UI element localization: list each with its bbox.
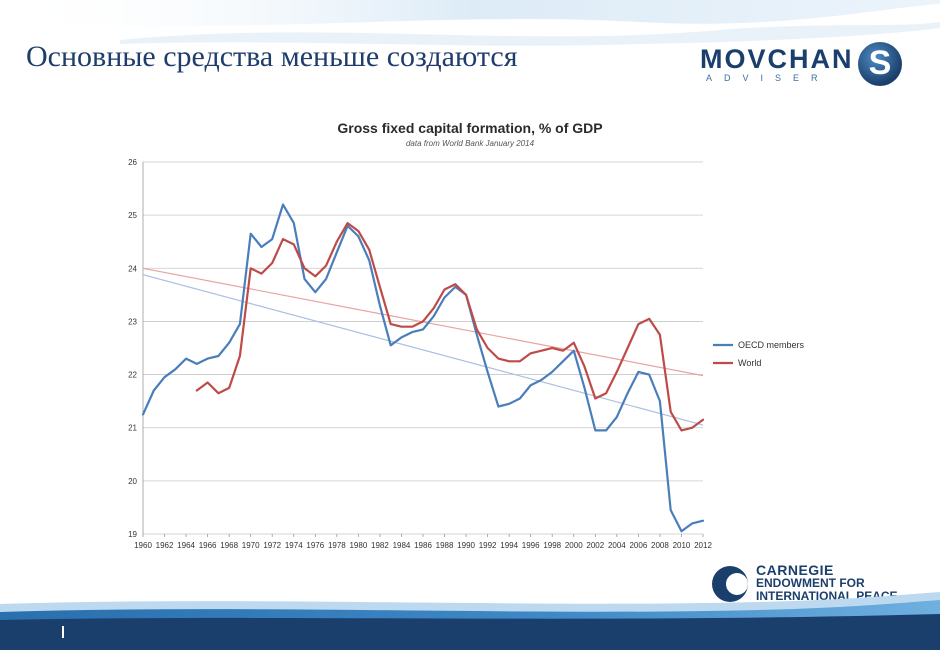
x-tick-label: 1976 [306,541,324,550]
y-tick-label: 23 [128,317,137,326]
y-tick-label: 21 [128,424,137,433]
x-tick-label: 1984 [393,541,411,550]
x-tick-label: 1992 [479,541,497,550]
x-tick-label: 1960 [134,541,152,550]
x-tick-label: 1998 [543,541,561,550]
series-line-oecd [141,203,705,533]
x-tick-label: 2008 [651,541,669,550]
y-tick-label: 24 [128,264,137,273]
y-tick-label: 26 [128,158,137,167]
y-tick-label: 25 [128,211,137,220]
logo-badge-letter: S [868,44,892,82]
x-tick-label: 1970 [242,541,260,550]
x-tick-label: 1978 [328,541,346,550]
logo-badge-icon: S [858,42,902,86]
x-tick-label: 1964 [177,541,195,550]
chart-gridlines [142,161,703,535]
x-tick-label: 1990 [457,541,475,550]
x-tick-label: 1966 [199,541,217,550]
x-tick-label: 1974 [285,541,303,550]
x-tick-label: 1968 [220,541,238,550]
x-tick-label: 2002 [586,541,604,550]
chart-legend: OECD members World [713,340,805,368]
chart-subtitle: data from World Bank January 2014 [406,139,535,148]
x-tick-label: 1988 [436,541,454,550]
legend-label: World [738,358,761,368]
carnegie-emblem-icon [712,566,748,602]
y-axis-ticks: 19 20 21 22 23 24 25 26 [128,158,137,539]
x-tick-label: 1982 [371,541,389,550]
x-axis-ticks: 1960 1962 1964 1966 1968 1970 1972 1974 1976 1978… [134,534,712,550]
y-tick-label: 22 [128,371,137,380]
x-tick-label: 1962 [156,541,174,550]
page-marker [62,626,64,638]
x-tick-label: 1994 [500,541,518,550]
chart-title: Gross fixed capital formation, % of GDP [337,120,602,136]
x-tick-label: 2010 [673,541,691,550]
legend-label: OECD members [738,340,805,350]
movchan-logo: MOVCHAN ADVISER S [700,40,910,90]
y-tick-label: 20 [128,477,137,486]
carnegie-line-1: CARNEGIE [756,562,834,578]
x-tick-label: 1980 [349,541,367,550]
slide-title: Основные средства меньше создаются [26,40,518,73]
header-wave-decoration [0,0,940,46]
chart-series [141,203,705,533]
x-tick-label: 1996 [522,541,540,550]
x-tick-label: 2006 [629,541,647,550]
carnegie-line-2: ENDOWMENT FOR [756,576,865,590]
series-line-world [195,221,705,432]
footer-wave-decoration [0,592,940,650]
x-tick-label: 2012 [694,541,712,550]
x-tick-label: 2000 [565,541,583,550]
x-tick-label: 1972 [263,541,281,550]
trendline-oecd [142,274,704,426]
gdp-capital-formation-chart: Gross fixed capital formation, % of GDP … [128,120,805,550]
x-tick-label: 1986 [414,541,432,550]
logo-subtitle: ADVISER [706,73,830,83]
x-tick-label: 2004 [608,541,626,550]
logo-wordmark: MOVCHAN [700,44,854,74]
y-tick-label: 19 [128,530,137,539]
